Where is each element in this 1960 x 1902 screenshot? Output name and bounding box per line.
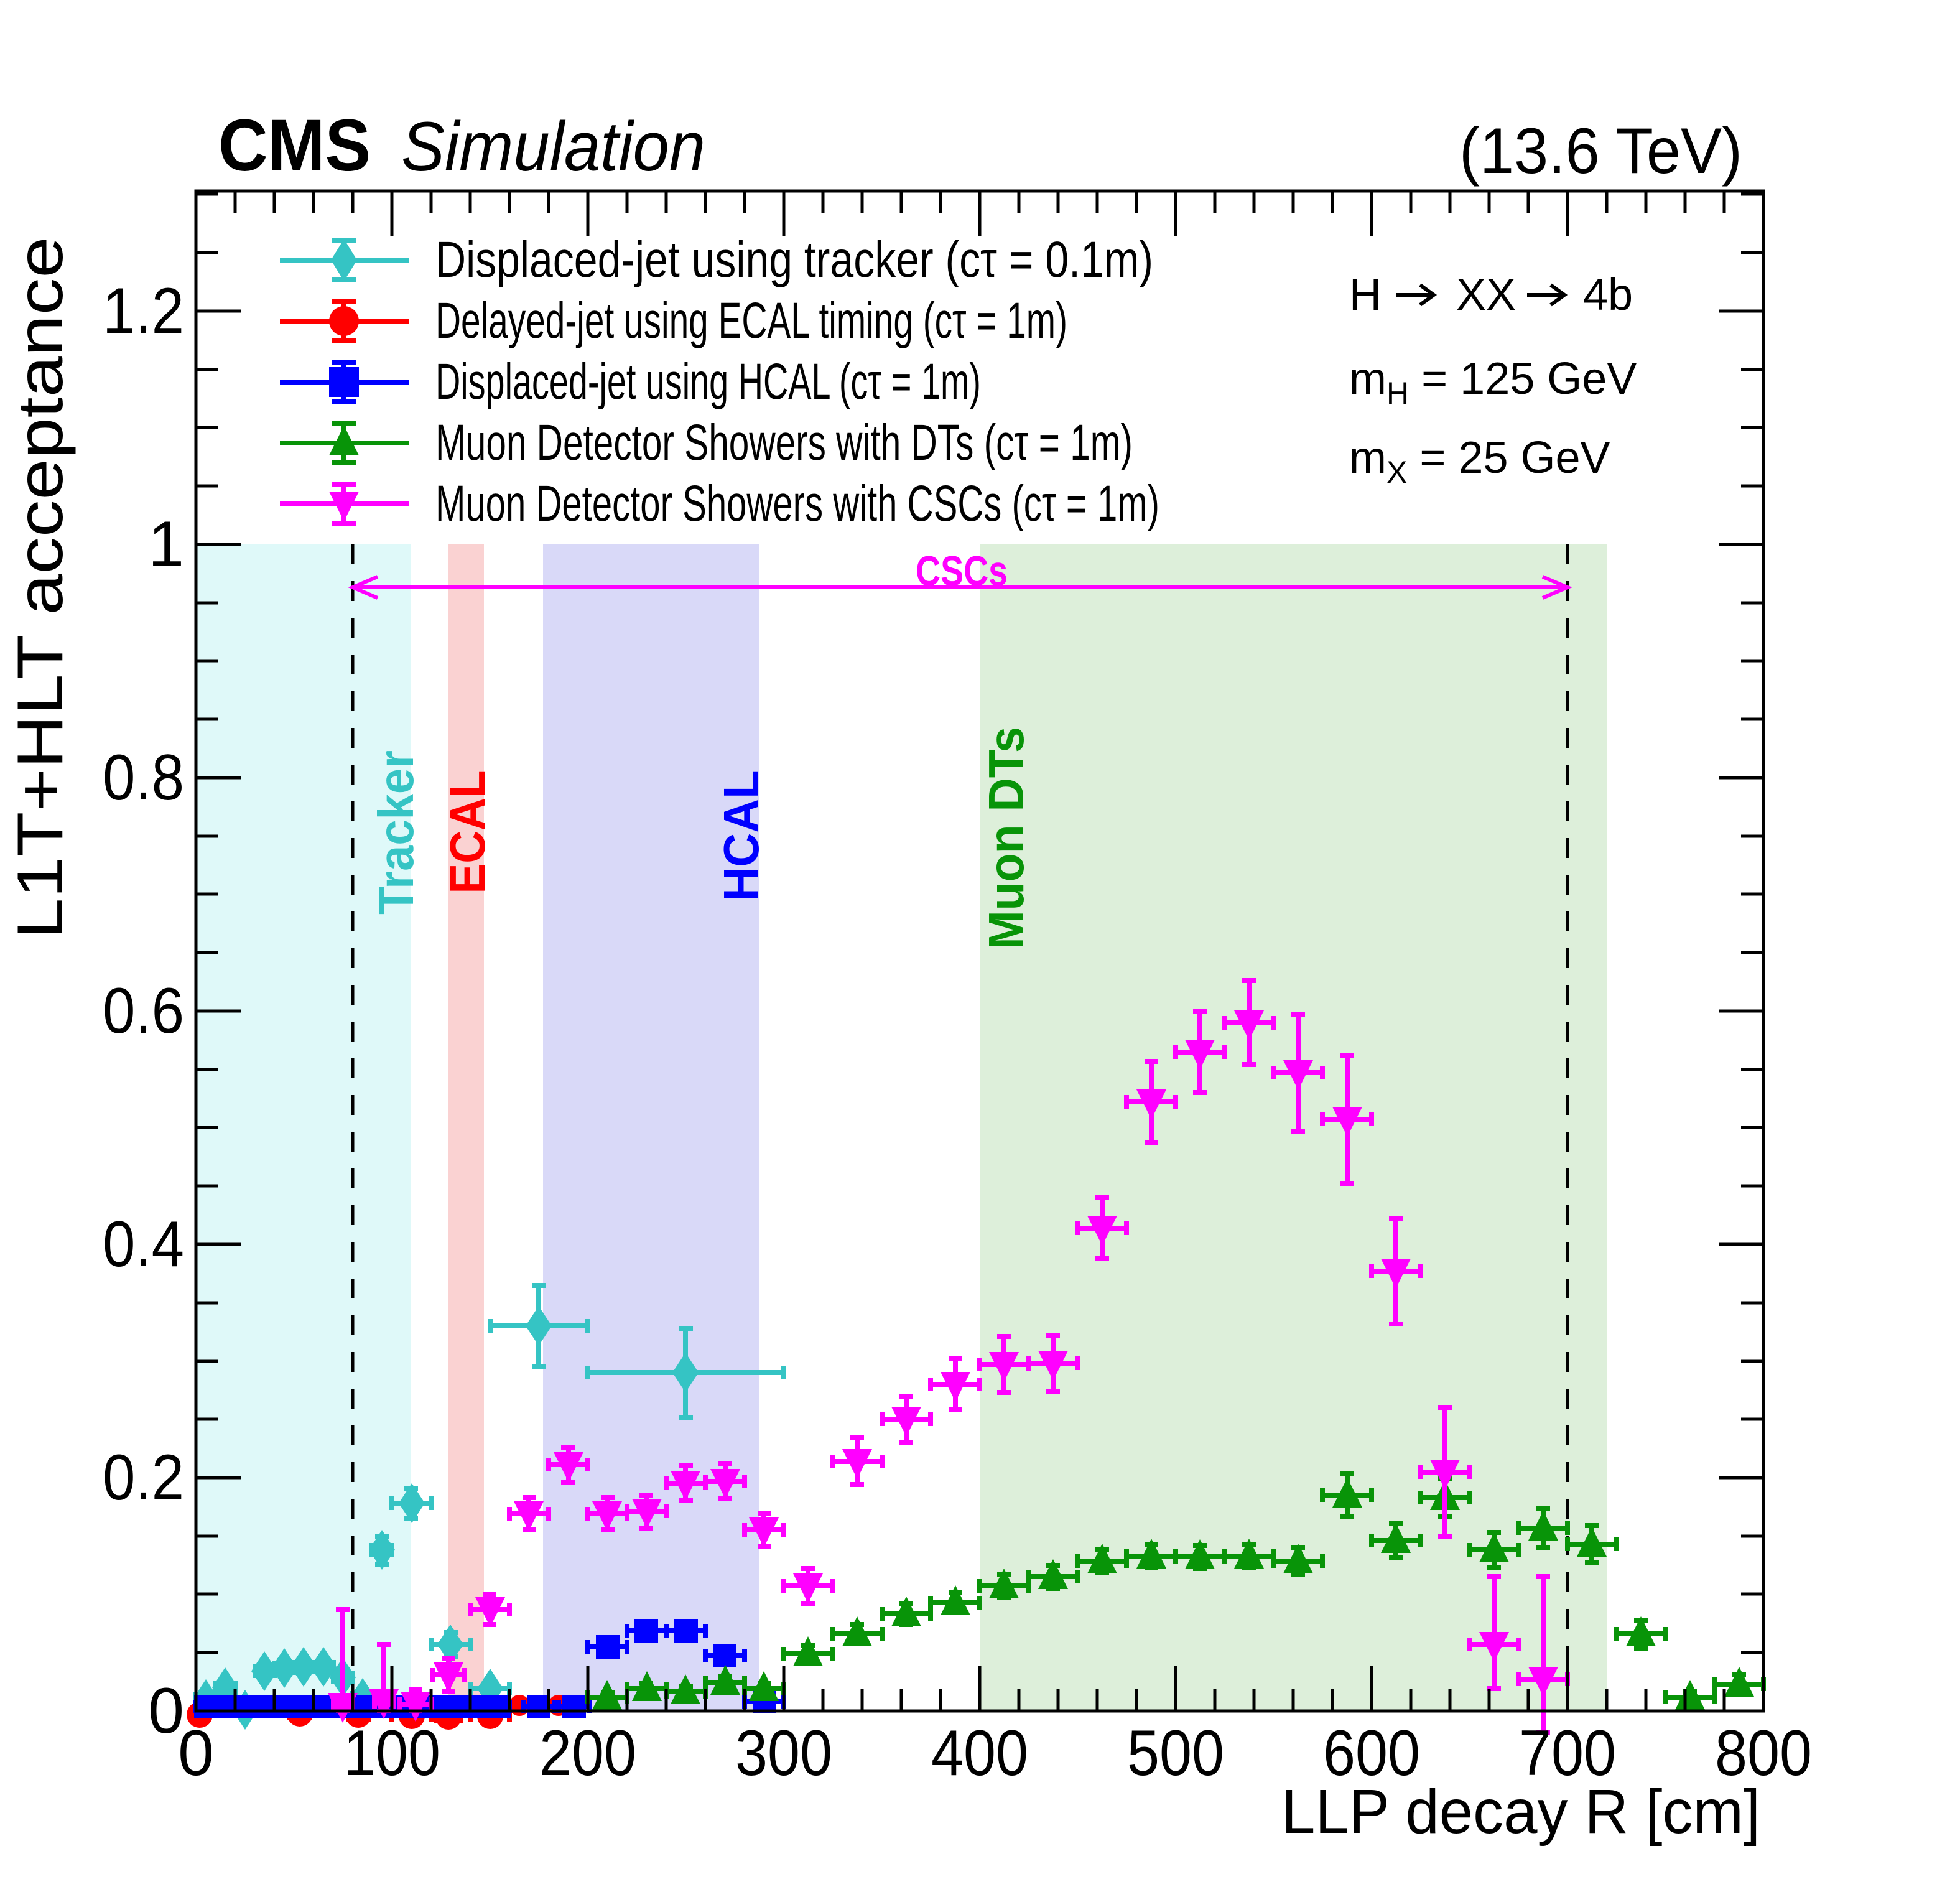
svg-text:L1T+HLT acceptance: L1T+HLT acceptance <box>4 237 77 939</box>
svg-text:H: H <box>1349 270 1382 320</box>
svg-text:CSCs: CSCs <box>916 548 1008 595</box>
svg-text:100: 100 <box>343 1717 440 1789</box>
svg-text:800: 800 <box>1715 1717 1812 1789</box>
svg-text:Displaced-jet using HCAL (cτ =: Displaced-jet using HCAL (cτ = 1m) <box>435 353 981 410</box>
svg-text:0.4: 0.4 <box>103 1208 184 1280</box>
svg-text:(13.6 TeV): (13.6 TeV) <box>1459 115 1742 187</box>
svg-text:700: 700 <box>1519 1717 1616 1789</box>
svg-text:0.8: 0.8 <box>103 742 184 814</box>
svg-text:Muon DTs: Muon DTs <box>978 727 1034 949</box>
svg-text:200: 200 <box>539 1717 636 1789</box>
svg-text:LLP decay R [cm]: LLP decay R [cm] <box>1281 1777 1760 1847</box>
svg-text:400: 400 <box>931 1717 1028 1789</box>
svg-text:0: 0 <box>178 1717 214 1789</box>
svg-text:1.2: 1.2 <box>103 275 184 347</box>
svg-text:Delayed-jet using ECAL timing: Delayed-jet using ECAL timing (cτ = 1m) <box>435 292 1067 349</box>
svg-text:500: 500 <box>1127 1717 1224 1789</box>
svg-text:1: 1 <box>148 508 184 580</box>
svg-text:CMS: CMS <box>218 105 371 187</box>
svg-text:0.2: 0.2 <box>103 1442 184 1514</box>
svg-text:XX: XX <box>1456 270 1516 320</box>
svg-text:0.6: 0.6 <box>103 975 184 1047</box>
svg-text:HCAL: HCAL <box>713 770 769 902</box>
svg-text:4b: 4b <box>1583 270 1633 320</box>
svg-text:0: 0 <box>148 1675 184 1747</box>
svg-text:Simulation: Simulation <box>401 108 705 185</box>
svg-text:Muon Detector Showers with CSC: Muon Detector Showers with CSCs (cτ = 1m… <box>435 475 1159 532</box>
svg-text:300: 300 <box>735 1717 832 1789</box>
svg-text:600: 600 <box>1323 1717 1420 1789</box>
svg-text:ECAL: ECAL <box>440 770 495 894</box>
svg-text:Displaced-jet using tracker (c: Displaced-jet using tracker (cτ = 0.1m) <box>435 231 1153 288</box>
svg-text:Tracker: Tracker <box>368 750 424 915</box>
svg-text:Muon Detector Showers with DTs: Muon Detector Showers with DTs (cτ = 1m) <box>435 414 1133 471</box>
